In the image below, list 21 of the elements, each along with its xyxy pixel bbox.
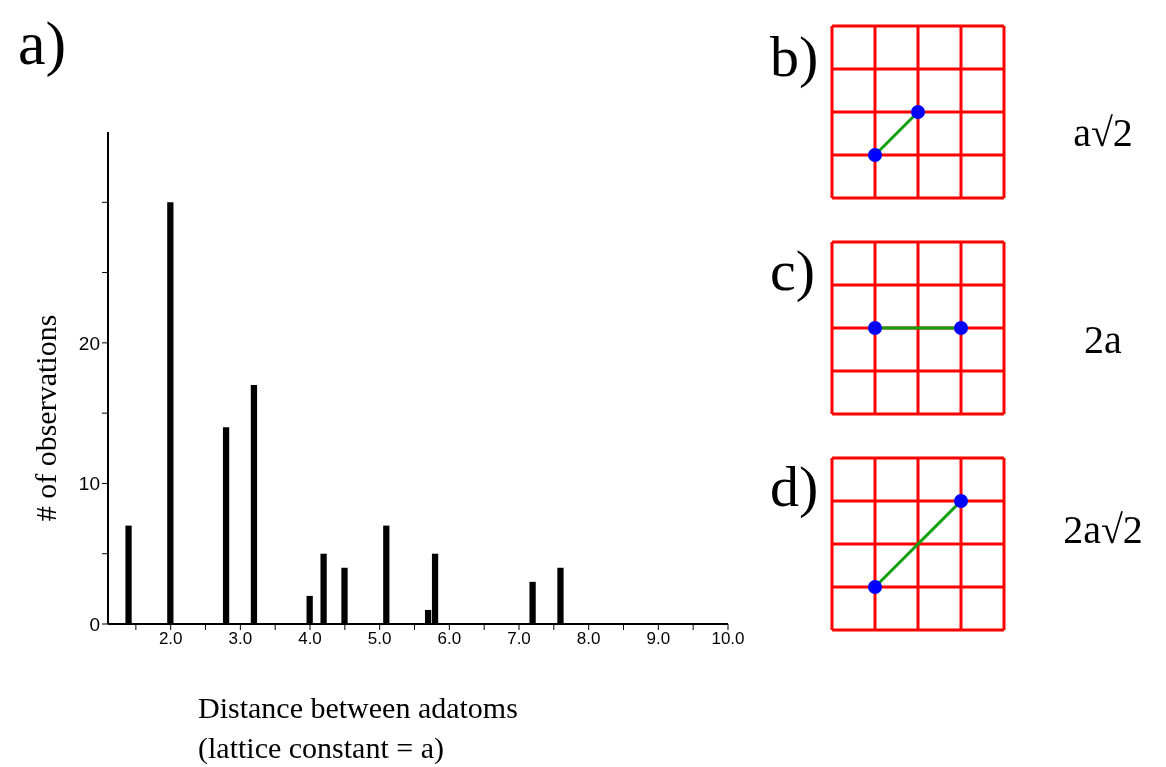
text: 2a: [1084, 317, 1123, 362]
x-tick-label: 10.0: [711, 629, 745, 649]
y-axis-title: # of observations: [29, 314, 63, 522]
text: 2a√2: [1063, 507, 1143, 552]
x-tick-label: 4.0: [298, 629, 322, 649]
y-tick-label: 20: [78, 332, 100, 354]
x-axis-title: Distance between adatoms (lattice constant = a): [198, 690, 518, 766]
x-tick-label: 5.0: [367, 629, 392, 649]
text: a√2: [1073, 110, 1133, 155]
text: d): [770, 454, 819, 519]
x-tick-label: 3.0: [228, 629, 253, 649]
chart-title: a): [18, 8, 67, 79]
y-tick-label: 10: [78, 473, 100, 495]
x-tick-label: 2.0: [158, 629, 183, 649]
x-tick-label: 8.0: [576, 629, 601, 649]
x-tick-label: 7.0: [507, 629, 531, 649]
text: c): [770, 238, 816, 303]
y-tick-label: 0: [89, 613, 100, 635]
x-tick-label: 9.0: [646, 629, 671, 649]
x-tick-label: 6.0: [437, 629, 462, 649]
text: b): [770, 24, 819, 89]
